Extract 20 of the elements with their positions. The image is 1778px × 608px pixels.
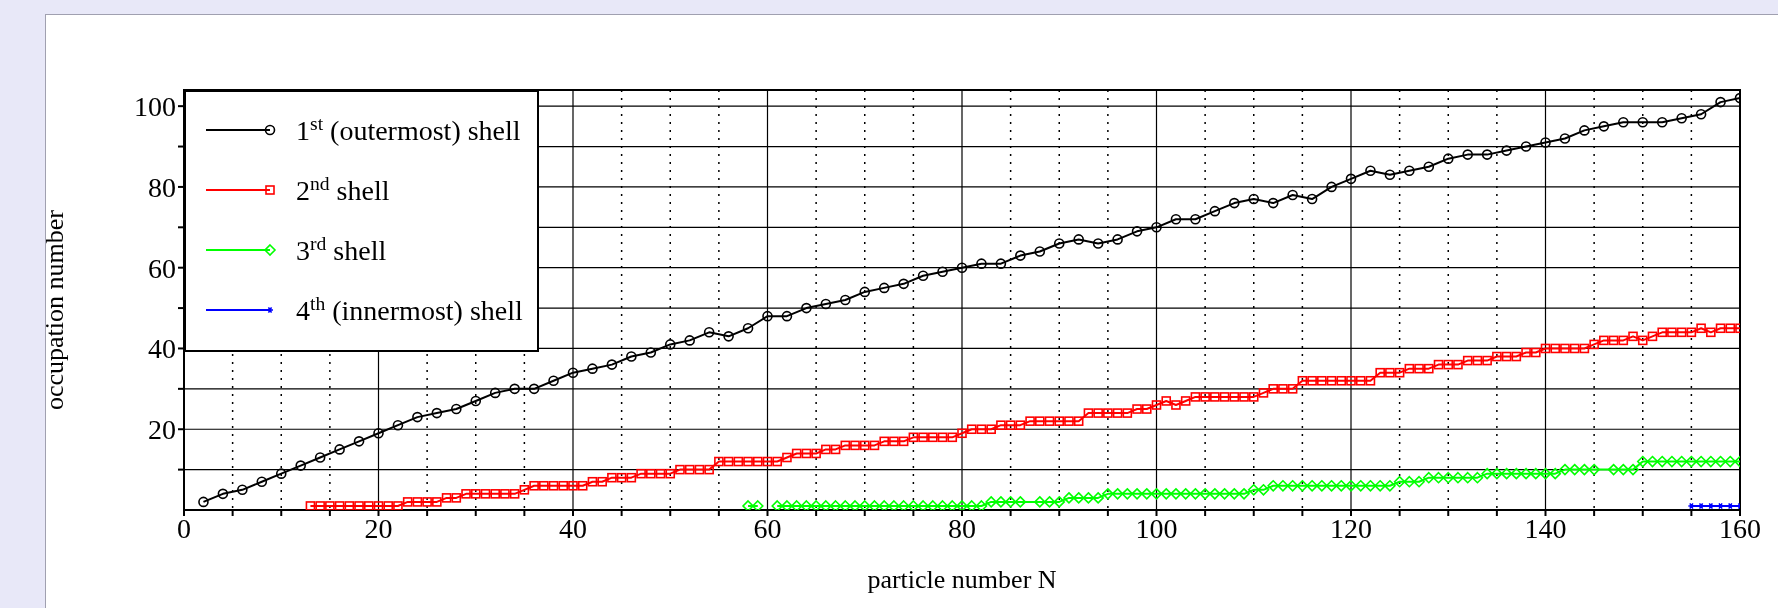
x-axis-title: particle number N [867, 565, 1057, 594]
legend-label: 3$^{rd}$ shell [296, 232, 387, 267]
y-axis-title: occupation number [40, 209, 70, 410]
x-tick-label: 60 [753, 512, 782, 544]
x-tick-label: 160 [1719, 512, 1761, 544]
x-tick-label: 0 [177, 512, 191, 544]
x-tick-label: 120 [1330, 512, 1372, 544]
y-tick-label: 40 [148, 333, 176, 365]
legend-label: 4$^{th}$ (innermost) shell [296, 292, 523, 327]
legend-label: 2$^{nd}$ shell [296, 172, 390, 207]
y-tick-label: 100 [134, 91, 176, 123]
y-tick-label: 80 [148, 171, 176, 203]
x-tick-label: 100 [1135, 512, 1178, 544]
x-tick-label: 80 [948, 512, 976, 544]
x-tick-label: 20 [364, 512, 393, 544]
y-tick-label: 60 [148, 252, 176, 284]
x-tick-label: 40 [559, 512, 587, 544]
y-tick-label: 20 [148, 414, 176, 446]
legend-label: 1$^{st}$ (outermost) shell [296, 112, 521, 147]
x-tick-label: 140 [1524, 512, 1567, 544]
